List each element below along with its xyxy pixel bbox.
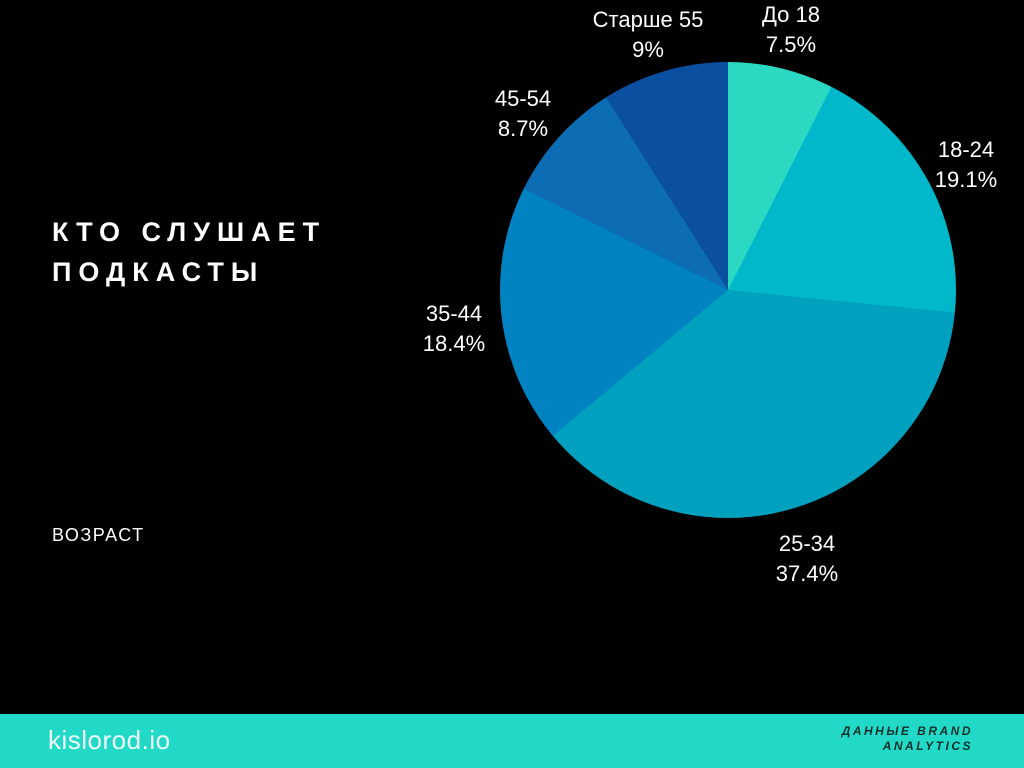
title-line-2: ПОДКАСТЫ	[52, 257, 265, 287]
segment-value: 8.7%	[497, 116, 549, 141]
pie-label-18-24: 18-24 19.1%	[935, 135, 997, 195]
source-line-1: ДАННЫЕ BRAND	[841, 724, 973, 738]
segment-name: До 18	[762, 2, 820, 27]
segment-value: 18.4%	[422, 331, 486, 356]
data-source-credit: ДАННЫЕ BRAND ANALYTICS	[842, 724, 973, 754]
segment-name: 18-24	[937, 137, 995, 162]
segment-name: Старше 55	[592, 7, 704, 32]
segment-name: 25-34	[778, 531, 836, 556]
segment-value: 9%	[632, 37, 664, 62]
footer-bar: kislorod.io ДАННЫЕ BRAND ANALYTICS	[0, 714, 1024, 768]
pie-chart	[500, 62, 956, 518]
title-line-1: КТО СЛУШАЕТ	[52, 217, 327, 247]
segment-name: 45-54	[494, 86, 552, 111]
pie-label-starshe-55: Старше 55 9%	[593, 5, 704, 65]
pie-label-45-54: 45-54 8.7%	[495, 84, 551, 144]
pie-label-25-34: 25-34 37.4%	[776, 529, 838, 589]
source-line-2: ANALYTICS	[882, 739, 973, 753]
segment-value: 7.5%	[765, 32, 817, 57]
segment-value: 19.1%	[934, 167, 998, 192]
pie-label-do-18: До 18 7.5%	[762, 0, 820, 60]
brand-name: kislorod.io	[48, 725, 171, 755]
segment-name: 35-44	[425, 301, 483, 326]
page-title: КТО СЛУШАЕТ ПОДКАСТЫ	[52, 212, 326, 292]
segment-value: 37.4%	[775, 561, 839, 586]
pie-label-35-44: 35-44 18.4%	[423, 299, 485, 359]
category-axis-label: ВОЗРАСТ	[52, 525, 145, 545]
